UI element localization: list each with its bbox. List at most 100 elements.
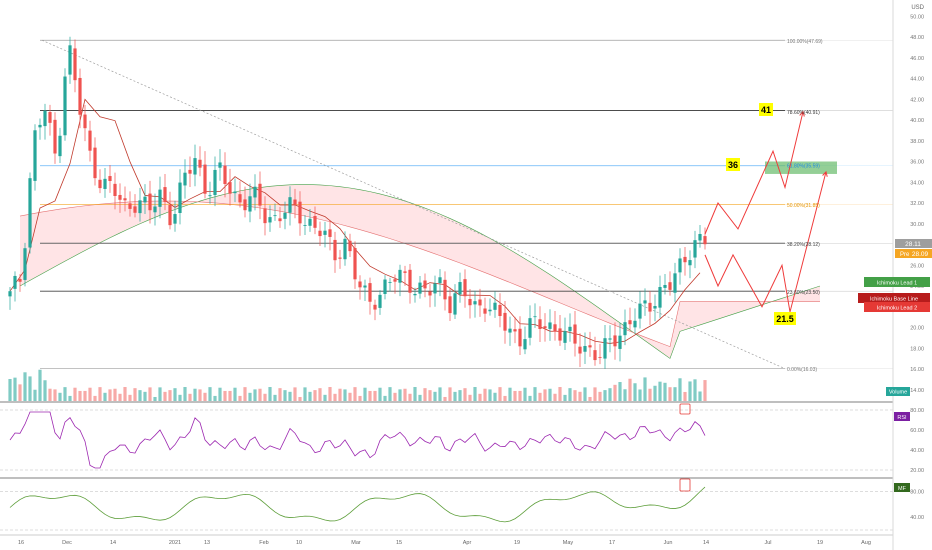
candle bbox=[448, 296, 452, 314]
volume-bar bbox=[428, 390, 432, 401]
candle bbox=[648, 302, 652, 312]
candle bbox=[458, 282, 462, 295]
candle bbox=[528, 318, 532, 338]
candle bbox=[548, 322, 552, 329]
candle bbox=[258, 183, 262, 206]
candle bbox=[563, 331, 567, 343]
candle bbox=[583, 346, 587, 352]
candle bbox=[178, 182, 182, 213]
volume-bar bbox=[88, 387, 92, 401]
fib-label-50: 50.00%(31.85) bbox=[787, 203, 820, 209]
candlesticks bbox=[8, 36, 707, 369]
candle bbox=[673, 273, 677, 293]
candle bbox=[13, 275, 17, 289]
candle bbox=[293, 199, 297, 205]
candle bbox=[123, 198, 127, 201]
mf-tick-label: 80.00 bbox=[910, 489, 924, 495]
target-41-label: 41 bbox=[761, 105, 771, 115]
volume-bar bbox=[683, 391, 687, 401]
candle bbox=[153, 206, 157, 213]
candle bbox=[98, 179, 102, 189]
axis-tags: 28.11 Pre 28.09 Ichimoku Lead 1 Ichimoku… bbox=[858, 239, 932, 492]
candle bbox=[603, 338, 607, 359]
candle bbox=[303, 225, 307, 226]
candle bbox=[613, 335, 617, 347]
volume-bar bbox=[678, 378, 682, 401]
candle bbox=[453, 293, 457, 315]
candle bbox=[693, 240, 697, 258]
volume-bar bbox=[693, 379, 697, 401]
candle bbox=[73, 48, 77, 81]
candle bbox=[623, 322, 627, 336]
volume-bar bbox=[263, 393, 267, 401]
candle bbox=[473, 301, 477, 305]
volume-bar bbox=[78, 390, 82, 401]
fibonacci-labels: 100.00%(47.69) 78.60%(40.91) 61.80%(35.5… bbox=[787, 39, 823, 373]
x-tick-label: Feb bbox=[259, 540, 268, 546]
volume-bar bbox=[298, 396, 302, 401]
volume-bar bbox=[283, 390, 287, 401]
volume-bar bbox=[143, 391, 147, 401]
candle bbox=[23, 248, 27, 280]
x-tick-label: 2021 bbox=[169, 540, 181, 546]
volume-bar bbox=[473, 387, 477, 401]
mf-tag-label: MF bbox=[898, 486, 907, 492]
candle bbox=[503, 312, 507, 331]
volume-bar bbox=[453, 391, 457, 401]
volume-bar bbox=[303, 387, 307, 401]
y-tick-label: 26.00 bbox=[910, 263, 924, 269]
volume-bar bbox=[33, 389, 37, 401]
volume-bar bbox=[598, 391, 602, 401]
volume-bar bbox=[483, 388, 487, 401]
y-tick-label: 14.00 bbox=[910, 388, 924, 394]
candle bbox=[348, 240, 352, 252]
candle bbox=[688, 260, 692, 266]
volume-bar bbox=[108, 389, 112, 401]
rsi-tag bbox=[894, 412, 910, 421]
volume-bar bbox=[558, 387, 562, 401]
candle bbox=[353, 248, 357, 280]
candle bbox=[498, 304, 502, 317]
candle bbox=[668, 282, 672, 290]
rsi-tick-label: 60.00 bbox=[910, 428, 924, 434]
volume-bar bbox=[203, 392, 207, 401]
candle bbox=[113, 183, 117, 197]
volume-bar bbox=[448, 387, 452, 401]
volume-bar bbox=[173, 388, 177, 401]
volume-bar bbox=[508, 387, 512, 401]
rsi-tick-label: 40.00 bbox=[910, 448, 924, 454]
candle bbox=[393, 279, 397, 282]
x-tick-label: 16 bbox=[18, 540, 24, 546]
volume-bar bbox=[293, 387, 297, 401]
target-annotations: 41 36 21.5 bbox=[726, 103, 796, 325]
volume-bar bbox=[538, 392, 542, 401]
candle bbox=[638, 303, 642, 319]
volume-bar bbox=[363, 387, 367, 401]
projection-arrowhead bbox=[799, 110, 805, 117]
volume-bar bbox=[348, 392, 352, 401]
candle bbox=[328, 229, 332, 237]
candle bbox=[318, 230, 322, 237]
candle bbox=[383, 279, 387, 294]
y-tick-label: 20.00 bbox=[910, 326, 924, 332]
volume-bar bbox=[208, 387, 212, 401]
volume-bar bbox=[353, 387, 357, 401]
projection-path bbox=[704, 111, 804, 235]
candle bbox=[138, 200, 142, 214]
candle bbox=[378, 294, 382, 308]
candle bbox=[483, 308, 487, 314]
volume-bar bbox=[253, 389, 257, 401]
volume-bar bbox=[418, 394, 422, 401]
candle bbox=[633, 320, 637, 328]
candle bbox=[278, 218, 282, 222]
volume-bar bbox=[198, 389, 202, 401]
x-tick-label: 17 bbox=[609, 540, 615, 546]
volume-bar bbox=[553, 393, 557, 401]
mf-tag bbox=[894, 483, 910, 492]
candle bbox=[388, 282, 392, 283]
volume-bar bbox=[133, 388, 137, 401]
volume-bar bbox=[138, 390, 142, 401]
candle bbox=[683, 256, 687, 263]
volume-bar bbox=[433, 391, 437, 401]
